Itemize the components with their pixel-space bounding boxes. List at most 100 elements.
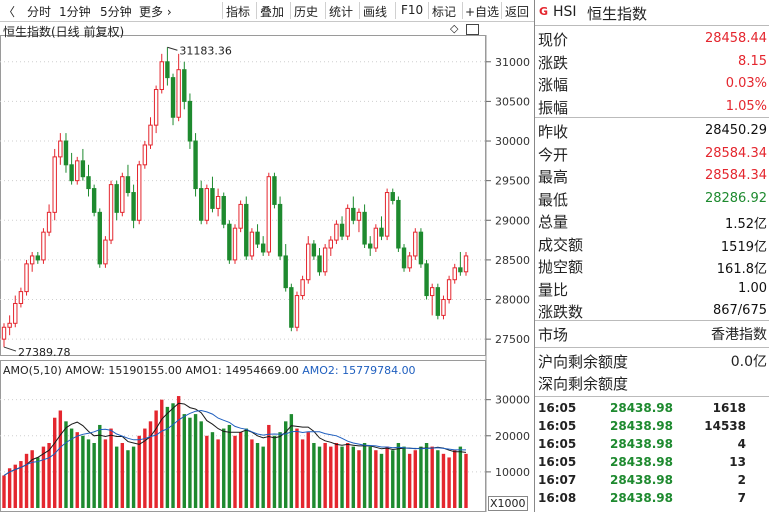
candle-body (153, 89, 159, 126)
candle-body (272, 176, 277, 205)
vol-tick-label: 30000 (495, 394, 530, 407)
volume-bar (379, 453, 384, 508)
divider (535, 25, 769, 26)
quote-row-value: 0.03% (725, 76, 767, 91)
volume-header: AMO(5,10) AMOW: 15190155.00 AMO1: 149546… (3, 364, 416, 377)
divider (535, 117, 769, 118)
candle-body (80, 160, 86, 178)
volume-bar (317, 446, 322, 508)
candle-body (46, 211, 52, 233)
overlay-button[interactable]: 叠加 (260, 5, 285, 19)
candle-body (373, 227, 379, 249)
quote-row: 涨跌数 867/675 (535, 300, 769, 322)
tick-price: 28438.98 (610, 401, 674, 415)
return-button[interactable]: 返回 (505, 5, 530, 19)
volume-bar (351, 446, 356, 508)
more-button[interactable]: 更多 › (139, 3, 172, 20)
candle-body (429, 287, 435, 297)
amo-label: AMO(5,10) (3, 364, 62, 377)
volume-bar (53, 417, 57, 508)
volume-bar (92, 443, 96, 508)
tick-time: 16:05 (538, 401, 577, 415)
tick-price: 28438.98 (610, 455, 674, 469)
y-tick-label: 28000 (495, 294, 530, 307)
candle-body (75, 160, 80, 182)
candle-body (249, 231, 255, 257)
stats-button[interactable]: 统计 (329, 5, 354, 19)
volume-bar (126, 450, 130, 508)
quote-row: 总量 1.52亿 (535, 210, 769, 232)
window-toggle-icon[interactable] (466, 24, 479, 35)
diamond-icon[interactable]: ◇ (450, 22, 459, 35)
indicator-button[interactable]: 指标 (226, 5, 251, 19)
f10-button[interactable]: F10 (401, 3, 424, 17)
volume-bar (103, 439, 108, 508)
divider (325, 2, 326, 19)
volume-bar (199, 421, 203, 508)
quote-row-value: 28584.34 (704, 145, 767, 161)
candle-body (198, 188, 204, 221)
tick-row: 16:05 28438.98 4 (535, 435, 769, 453)
volume-bar (86, 439, 91, 508)
volume-bar (430, 446, 434, 508)
volume-bar (362, 443, 367, 508)
quote-header: G HSI 恒生指数 (535, 0, 769, 25)
volume-bar (329, 446, 333, 508)
history-button[interactable]: 历史 (294, 5, 319, 19)
tick-price: 28438.98 (610, 437, 674, 451)
candle-body (41, 231, 46, 261)
market-label: 市场 (538, 326, 569, 344)
quote-row-value: 28584.34 (704, 168, 767, 183)
divider (359, 2, 360, 19)
market-row: 市场 香港指数 (535, 323, 769, 345)
volume-bar (58, 410, 63, 508)
divider (395, 2, 396, 19)
shen-quota-row: 深向剩余额度 (535, 372, 769, 394)
divider (535, 396, 769, 397)
quote-row-label: 涨幅 (538, 76, 569, 94)
kline-chart[interactable]: 31000 30500 30000 29500 29000 28500 28000 27500… (0, 21, 534, 512)
candle-body (396, 199, 401, 249)
quote-row-label: 最低 (538, 190, 569, 209)
volume-bar (385, 446, 389, 508)
volume-bar (171, 403, 175, 508)
mark-button[interactable]: 标记 (432, 5, 457, 19)
add-watchlist-button[interactable]: +自选 (465, 5, 500, 19)
low-pointer (3, 346, 17, 352)
candle-body (204, 188, 210, 221)
amo2-label: AMO2: 15779784.00 (302, 364, 416, 377)
volume-bar (182, 414, 186, 508)
volume-bar (323, 443, 327, 508)
candle-body (300, 279, 305, 297)
candle-body (390, 192, 395, 201)
volume-bar (7, 468, 12, 508)
volume-bar (419, 446, 423, 508)
candle-body (294, 295, 300, 328)
tab-1min[interactable]: 1分钟 (59, 5, 91, 19)
quote-row: 最高 28584.34 (535, 165, 769, 187)
volume-bar (357, 450, 361, 508)
quote-row-label: 量比 (538, 280, 569, 299)
quote-row: 涨跌 8.15 (535, 51, 769, 73)
volume-bar (227, 424, 232, 508)
candle-body (446, 279, 452, 301)
y-tick-label: 28500 (495, 254, 530, 267)
quote-row-value: 867/675 (712, 303, 767, 318)
volume-bar (233, 435, 237, 508)
volume-bar (267, 424, 271, 508)
volume-bar (250, 439, 254, 508)
quote-row: 涨幅 0.03% (535, 73, 769, 95)
tab-timeshare[interactable]: 分时 (27, 5, 52, 19)
volume-bar (75, 432, 79, 508)
tab-5min[interactable]: 5分钟 (100, 5, 132, 19)
quote-row-value: 28458.44 (704, 31, 767, 46)
quote-row-value: 28450.29 (704, 123, 767, 138)
volume-bar (238, 432, 243, 508)
volume-bar (278, 432, 282, 508)
market-value: 香港指数 (711, 327, 767, 343)
candle-body (441, 299, 446, 316)
candle-body (356, 211, 362, 221)
back-arrow-icon[interactable]: 〈 (3, 5, 16, 19)
quote-row-value: 1519亿 (720, 239, 767, 255)
drawline-button[interactable]: 画线 (363, 5, 388, 19)
